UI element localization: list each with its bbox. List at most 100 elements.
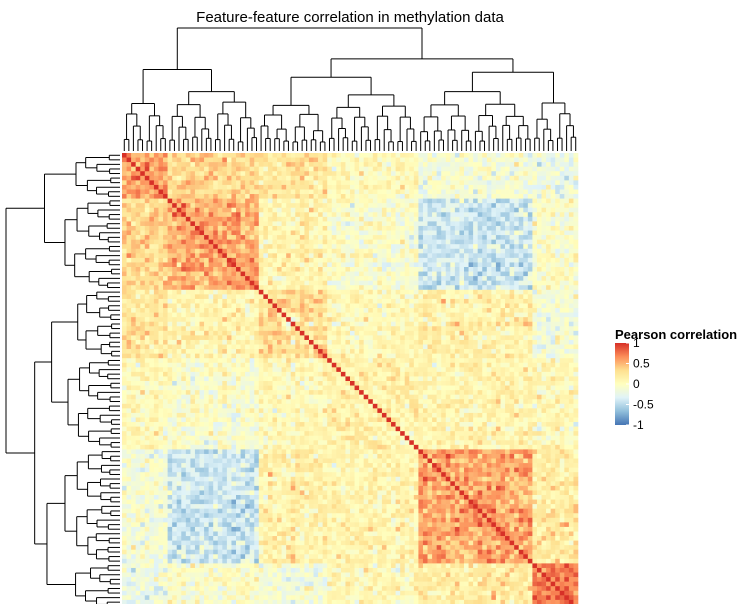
heatmap-cell <box>181 345 186 350</box>
heatmap-cell <box>446 299 451 304</box>
heatmap-cell <box>127 331 132 336</box>
heatmap-cell <box>227 253 232 258</box>
heatmap-cell <box>505 267 510 272</box>
heatmap-cell <box>245 240 250 245</box>
heatmap-cell <box>272 290 277 295</box>
heatmap-cell <box>177 349 182 354</box>
heatmap-cell <box>259 335 264 340</box>
heatmap-cell <box>350 345 355 350</box>
heatmap-cell <box>291 167 296 172</box>
heatmap-cell <box>368 335 373 340</box>
heatmap-cell <box>177 208 182 213</box>
heatmap-cell <box>573 217 578 222</box>
heatmap-cell <box>377 299 382 304</box>
heatmap-cell <box>241 285 246 290</box>
heatmap-cell <box>564 199 569 204</box>
heatmap-cell <box>213 199 218 204</box>
heatmap-cell <box>200 290 205 295</box>
heatmap-cell <box>487 335 492 340</box>
heatmap-cell <box>510 185 515 190</box>
heatmap-cell <box>149 203 154 208</box>
heatmap-cell <box>236 267 241 272</box>
heatmap-cell <box>364 276 369 281</box>
heatmap-cell <box>209 303 214 308</box>
heatmap-cell <box>218 231 223 236</box>
heatmap-cell <box>300 171 305 176</box>
heatmap-cell <box>163 221 168 226</box>
heatmap-cell <box>327 221 332 226</box>
heatmap-cell <box>469 322 474 327</box>
heatmap-cell <box>528 281 533 286</box>
heatmap-cell <box>569 303 574 308</box>
heatmap-cell <box>272 231 277 236</box>
heatmap-cell <box>204 203 209 208</box>
heatmap-cell <box>213 203 218 208</box>
heatmap-cell <box>245 331 250 336</box>
heatmap-cell <box>487 267 492 272</box>
heatmap-cell <box>172 189 177 194</box>
heatmap-cell <box>555 158 560 163</box>
heatmap-cell <box>231 253 236 258</box>
heatmap-cell <box>341 335 346 340</box>
heatmap-cell <box>551 185 556 190</box>
heatmap-cell <box>459 212 464 217</box>
heatmap-cell <box>391 258 396 263</box>
heatmap-cell <box>236 208 241 213</box>
heatmap-cell <box>364 244 369 249</box>
heatmap-cell <box>213 285 218 290</box>
heatmap-cell <box>286 313 291 318</box>
heatmap-cell <box>140 235 145 240</box>
heatmap-cell <box>364 199 369 204</box>
heatmap-cell <box>227 158 232 163</box>
heatmap-cell <box>332 194 337 199</box>
heatmap-cell <box>573 299 578 304</box>
heatmap-cell <box>414 153 419 158</box>
heatmap-cell <box>177 199 182 204</box>
heatmap-cell <box>510 290 515 295</box>
heatmap-cell <box>414 276 419 281</box>
heatmap-cell <box>523 167 528 172</box>
heatmap-cell <box>309 162 314 167</box>
heatmap-cell <box>437 272 442 277</box>
heatmap-cell <box>145 313 150 318</box>
heatmap-cell <box>428 185 433 190</box>
heatmap-cell <box>414 290 419 295</box>
heatmap-cell <box>446 331 451 336</box>
heatmap-cell <box>496 158 501 163</box>
heatmap-cell <box>532 262 537 267</box>
heatmap-cell <box>510 317 515 322</box>
heatmap-cell <box>364 267 369 272</box>
heatmap-cell <box>377 285 382 290</box>
heatmap-cell <box>140 194 145 199</box>
heatmap-cell <box>277 345 282 350</box>
heatmap-cell <box>227 153 232 158</box>
heatmap-cell <box>213 331 218 336</box>
heatmap-cell <box>396 231 401 236</box>
heatmap-cell <box>382 340 387 345</box>
heatmap-cell <box>149 313 154 318</box>
heatmap-cell <box>213 158 218 163</box>
heatmap-cell <box>505 331 510 336</box>
heatmap-cell <box>231 203 236 208</box>
heatmap-cell <box>254 331 259 336</box>
heatmap-cell <box>469 335 474 340</box>
heatmap-cell <box>523 231 528 236</box>
heatmap-cell <box>131 240 136 245</box>
heatmap-cell <box>391 345 396 350</box>
heatmap-cell <box>382 345 387 350</box>
heatmap-cell <box>450 231 455 236</box>
heatmap-cell <box>286 153 291 158</box>
heatmap-cell <box>168 331 173 336</box>
heatmap-cell <box>300 189 305 194</box>
heatmap-cell <box>551 299 556 304</box>
heatmap-cell <box>428 262 433 267</box>
heatmap-cell <box>537 290 542 295</box>
heatmap-cell <box>409 194 414 199</box>
heatmap-cell <box>140 185 145 190</box>
heatmap-cell <box>478 244 483 249</box>
heatmap-cell <box>546 294 551 299</box>
heatmap-cell <box>428 326 433 331</box>
heatmap-cell <box>542 231 547 236</box>
heatmap-cell <box>428 240 433 245</box>
heatmap-cell <box>314 203 319 208</box>
